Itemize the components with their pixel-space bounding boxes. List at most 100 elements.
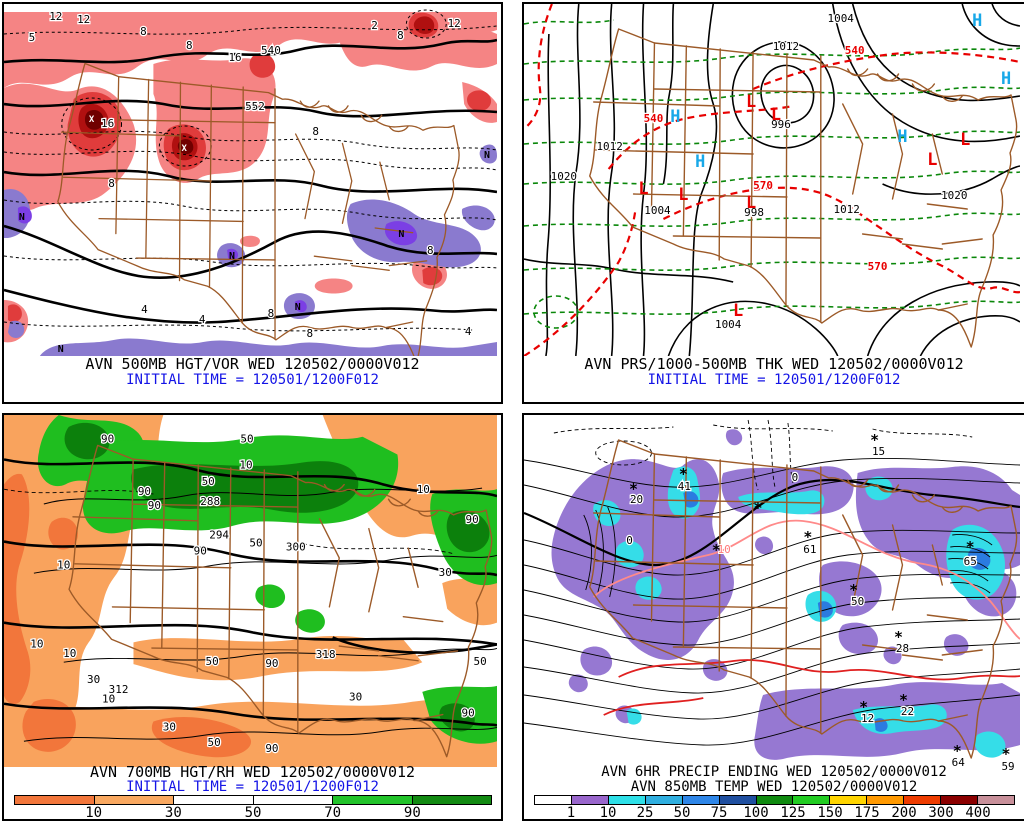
- map-label: N: [19, 212, 25, 223]
- map-label: L: [927, 149, 937, 169]
- map-label: 12: [448, 17, 461, 30]
- map-label: 8: [108, 177, 115, 190]
- map-label: N: [58, 344, 64, 355]
- colorbar-segment: [793, 796, 831, 804]
- map-label: *: [849, 581, 858, 599]
- colorbar-label: 10: [85, 805, 103, 821]
- map-label: 4: [465, 325, 472, 338]
- map-label: 15: [872, 445, 885, 458]
- map-label: 65: [964, 555, 977, 568]
- map-label: 294: [209, 529, 229, 542]
- map-label: 0: [792, 471, 799, 484]
- map-label: 50: [473, 655, 486, 668]
- map-label: 312: [109, 683, 129, 696]
- colorbar-segment: [867, 796, 905, 804]
- map-label: L: [733, 300, 743, 320]
- map-label: 12: [861, 712, 874, 725]
- map-label: *: [859, 698, 868, 716]
- map-label: 552: [245, 100, 265, 113]
- colorbar-segment: [978, 796, 1014, 804]
- map-label: 1020: [551, 170, 577, 183]
- map-label: 2: [371, 19, 378, 32]
- map-label: 5: [29, 31, 36, 44]
- panel-prs-thk: 1004 1012 540 540 996 1012 1020 570 1020 1004 998 1…: [522, 2, 1024, 404]
- map-label: 4: [141, 303, 148, 316]
- colorbar-labels: 1 10 25 50 75 100 125 150 175 200 300 400: [534, 805, 1015, 821]
- map-label: 59: [1001, 760, 1014, 771]
- map-label: 90: [265, 742, 278, 755]
- map-label: H: [972, 10, 982, 30]
- colorbar-segment: [645, 796, 683, 804]
- map-label: 12: [49, 10, 62, 23]
- map-label: *: [754, 499, 763, 517]
- map-label: 10: [30, 637, 43, 650]
- colorbar-label: 175: [854, 805, 880, 821]
- map-label: 50: [206, 655, 219, 668]
- map-label: *: [966, 538, 975, 556]
- map-label: 318: [316, 648, 336, 661]
- colorbar-segments: [14, 795, 492, 805]
- map-label: 50: [202, 475, 215, 488]
- map-label: 90: [194, 544, 207, 557]
- map-label: *: [679, 465, 688, 483]
- height-contours: [4, 38, 497, 324]
- rh-shading: [4, 415, 497, 767]
- panel-500mb-hgt-vor: 12 12 5 8 8 16 540 552 16 2 8 12 8 8 4 8 8 4 4 8 X X N N N N N N AV…: [2, 2, 503, 404]
- colorbar-label: 90: [403, 805, 421, 821]
- map-label: 8: [427, 244, 434, 257]
- map-label: N: [398, 229, 404, 240]
- map-700mb-hgt-rh: 5090105028890902943005090101090301010305…: [4, 415, 497, 767]
- map-label: 1004: [715, 318, 742, 331]
- thickness-contours-red: [524, 4, 1020, 356]
- colorbar-segment: [830, 796, 868, 804]
- colorbar-labels: 10 30 50 70 90: [14, 805, 492, 821]
- colorbar-label: 50: [244, 805, 262, 821]
- map-label: 1004: [644, 204, 671, 217]
- map-label: 10: [239, 458, 252, 471]
- precip-shading: [551, 429, 1020, 760]
- temp-contours-warm: [593, 519, 1020, 716]
- map-label: L: [678, 184, 688, 204]
- initial-time-500mb: INITIAL TIME = 120501/1200F012: [126, 372, 379, 388]
- map-label: 50: [240, 433, 253, 446]
- colorbar-label: 30: [164, 805, 182, 821]
- map-label: 10: [102, 693, 115, 706]
- map-label: 16: [101, 117, 114, 130]
- map-label: 90: [138, 485, 151, 498]
- map-label: 570: [868, 260, 888, 273]
- colorbar-segment: [682, 796, 720, 804]
- colorbar-label: 70: [324, 805, 342, 821]
- colorbar-segment: [94, 796, 174, 804]
- map-label: X: [182, 144, 188, 154]
- map-label: 50: [249, 537, 262, 550]
- map-label: L: [638, 178, 648, 198]
- map-label: 996: [771, 118, 791, 131]
- map-label: H: [1001, 68, 1011, 88]
- map-labels-700mb: 5090105028890902943005090101090301010305…: [29, 431, 488, 756]
- map-label: 10: [718, 543, 731, 556]
- colorbar-segment: [15, 796, 95, 804]
- colorbar-segment: [535, 796, 572, 804]
- map-label: 90: [148, 499, 161, 512]
- colorbar-label: 300: [928, 805, 954, 821]
- map-label: 90: [101, 433, 114, 446]
- map-label: 1012: [834, 203, 860, 216]
- map-label: *: [953, 742, 962, 760]
- panel-title-precip: AVN 6HR PRECIP ENDING WED 120502/0000V01…: [601, 764, 947, 780]
- map-label: 1020: [941, 189, 967, 202]
- colorbar-segment: [571, 796, 609, 804]
- map-labels-500mb: 12 12 5 8 8 16 540 552 16 2 8 12 8 8 4 8 8 4 4 8 X X N N N N N N: [19, 9, 490, 355]
- map-label: N: [484, 150, 490, 161]
- map-label: 90: [462, 707, 475, 720]
- colorbar-label: 10: [599, 805, 617, 821]
- map-label: L: [960, 129, 970, 149]
- map-label: 8: [312, 125, 319, 138]
- map-label: 0: [626, 534, 633, 547]
- colorbar-segment: [904, 796, 942, 804]
- map-label: 1012: [773, 40, 799, 53]
- panel-precip-850temp: 0 0 15 20 41 10 61 65 50 28 12 22 64 59 * * * * * * * * * * * * * …: [522, 413, 1024, 821]
- panel-700mb-hgt-rh: 50 90 10 50 288 90 90 294 300 50 90 10 10 90 30 10 10 30 5…: [2, 413, 503, 821]
- map-label: H: [670, 106, 680, 126]
- map-label: 28: [896, 642, 909, 655]
